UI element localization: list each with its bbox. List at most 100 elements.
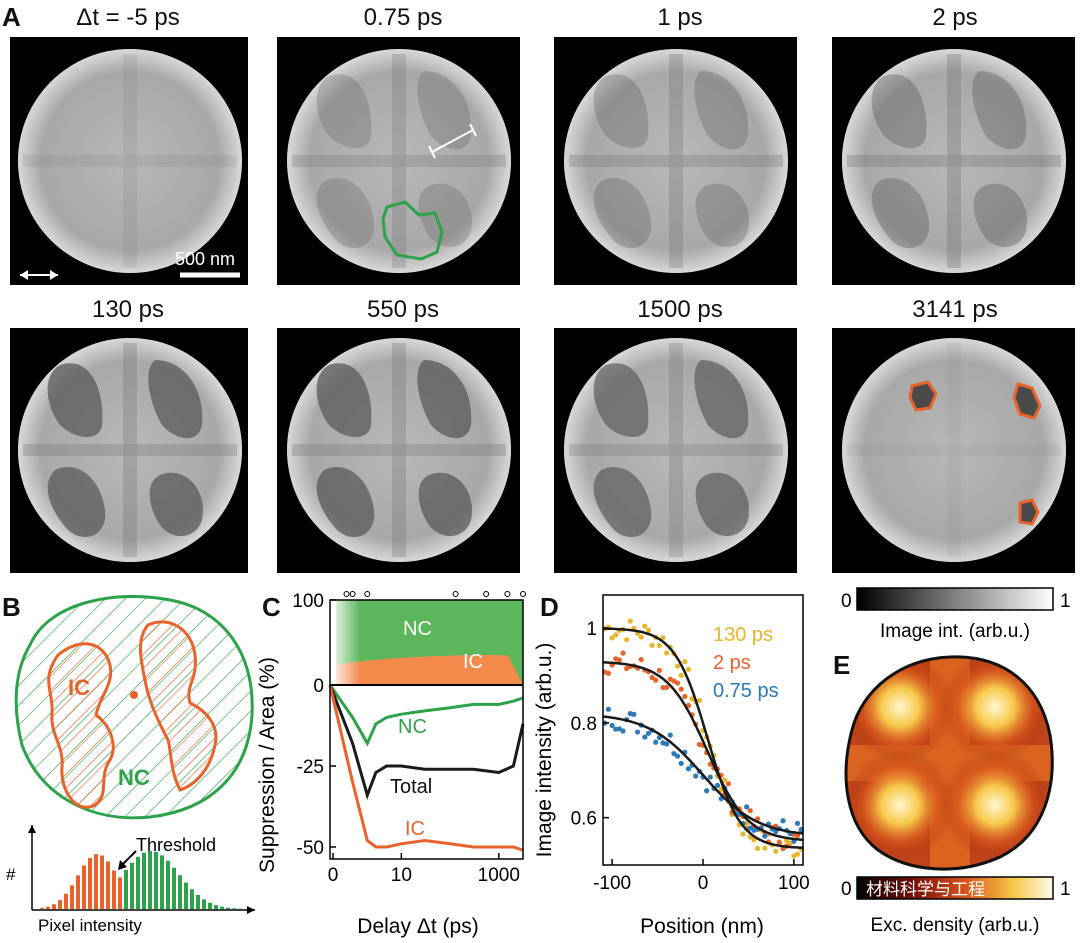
d-xtick-label: 100 (778, 873, 810, 894)
d-fit-curve (602, 661, 804, 842)
d-data-point (605, 706, 612, 712)
d-data-point (689, 696, 695, 702)
c-ytick-label: -25 (297, 757, 324, 778)
d-data-point (671, 750, 677, 757)
d-data-point (773, 848, 779, 854)
d-data-point (707, 774, 713, 780)
threshold-label: Threshold (136, 835, 216, 855)
d-data-point (649, 674, 655, 681)
d-data-point (780, 818, 786, 824)
frame-title: 3141 ps (912, 296, 998, 323)
remaining-ic-region (1012, 382, 1042, 420)
panel-label-b: B (2, 592, 21, 622)
d-data-point (704, 788, 710, 794)
histogram-bar (220, 906, 224, 909)
colorbar-min: 0 (841, 591, 852, 612)
panel-label-c: C (262, 592, 281, 622)
c-delay-marker (452, 591, 459, 597)
c-series-total-label: Total (390, 776, 432, 798)
d-data-point (620, 650, 626, 656)
panel-e-map: 0 1 材料科学与工程 Exc. density (arb.u.) (841, 655, 1071, 936)
d-xtick-label: 0 (698, 873, 709, 894)
d-data-point (660, 635, 666, 641)
histogram-bar (70, 885, 74, 909)
d-data-point (740, 831, 746, 837)
histogram-bar (58, 900, 62, 909)
d-data-point (674, 663, 681, 669)
c-delay-marker (343, 591, 350, 597)
frame-2ps (832, 37, 1075, 285)
nc-region-outline (381, 200, 444, 261)
d-data-point (693, 773, 699, 779)
d-data-point (722, 777, 728, 783)
d-data-point (609, 635, 615, 641)
histogram-bar (148, 851, 152, 909)
c-area-nc-label: NC (403, 618, 432, 640)
profile-line (431, 129, 474, 153)
d-data-point (638, 656, 644, 663)
histogram-bar (196, 894, 200, 909)
d-data-point (664, 741, 670, 747)
histogram-bar (76, 875, 80, 909)
hist-xlabel: Pixel intensity (38, 916, 142, 935)
frame-title: 0.75 ps (363, 4, 443, 31)
histogram-bar (142, 852, 146, 909)
d-data-point (674, 680, 681, 686)
c-delay-marker (349, 591, 356, 597)
c-ylabel: Suppression / Area (%) (258, 657, 279, 873)
remaining-ic-region (1018, 498, 1040, 526)
d-ytick-label: 0.6 (571, 809, 597, 830)
d-data-point (747, 808, 753, 814)
d-data-point (627, 618, 633, 624)
colorbar-max: 1 (1060, 591, 1071, 612)
c-delay-marker (483, 591, 490, 597)
histogram-bar (94, 854, 98, 909)
frame-0-75ps (277, 37, 520, 285)
histogram-bar (154, 851, 158, 909)
c-xlabel: Delay Δt (ps) (357, 915, 478, 938)
c-series-nc (328, 684, 524, 747)
c-area-ic (336, 654, 523, 685)
histogram-bar (130, 862, 134, 909)
watermark: 材料科学与工程 (866, 880, 985, 899)
d-data-point (664, 684, 670, 690)
histogram-bar (136, 856, 140, 909)
histogram-bar (184, 882, 188, 909)
c-ytick-label: 0 (313, 676, 324, 697)
panel-c-chart: 1000-25-500 10 1000 Suppression / Area (%)… (258, 591, 526, 938)
panel-label-a: A (2, 2, 21, 32)
frame-title: 130 ps (91, 296, 165, 323)
d-data-point (649, 642, 655, 648)
d-data-point (653, 739, 659, 745)
d-data-point (624, 637, 630, 643)
e-colorbar-max: 1 (1060, 879, 1071, 900)
d-data-point (656, 642, 662, 649)
d-data-point (638, 634, 644, 640)
colorbar-image-intensity: 0 1 Image int. (arb.u.) (841, 587, 1071, 642)
polarization-arrow-icon (20, 270, 58, 280)
histogram-bar (100, 855, 104, 909)
histogram-bar (124, 869, 128, 909)
d-data-point (620, 728, 626, 734)
histogram-bar (208, 902, 212, 909)
d-data-point (634, 729, 641, 735)
d-data-point (762, 833, 768, 839)
d-data-point (678, 672, 684, 679)
d-data-point (605, 670, 612, 676)
c-xtick-label: 0 (328, 865, 339, 886)
d-data-point (642, 734, 648, 740)
d-data-point (685, 666, 692, 672)
frame-title: 550 ps (366, 296, 440, 323)
frame-1500ps (554, 328, 797, 573)
frame-3141ps (832, 328, 1075, 573)
histogram-bar (178, 875, 182, 909)
d-legend-130ps: 130 ps (713, 624, 773, 646)
c-xtick-label: 10 (391, 865, 412, 886)
c-ytick-label: -50 (297, 838, 324, 859)
d-data-point (754, 845, 761, 852)
d-data-point (725, 781, 732, 787)
d-data-point (667, 732, 673, 738)
d-fit-curve (602, 627, 804, 850)
colorbar-label: Image int. (arb.u.) (880, 621, 1030, 642)
d-data-point (762, 845, 768, 851)
